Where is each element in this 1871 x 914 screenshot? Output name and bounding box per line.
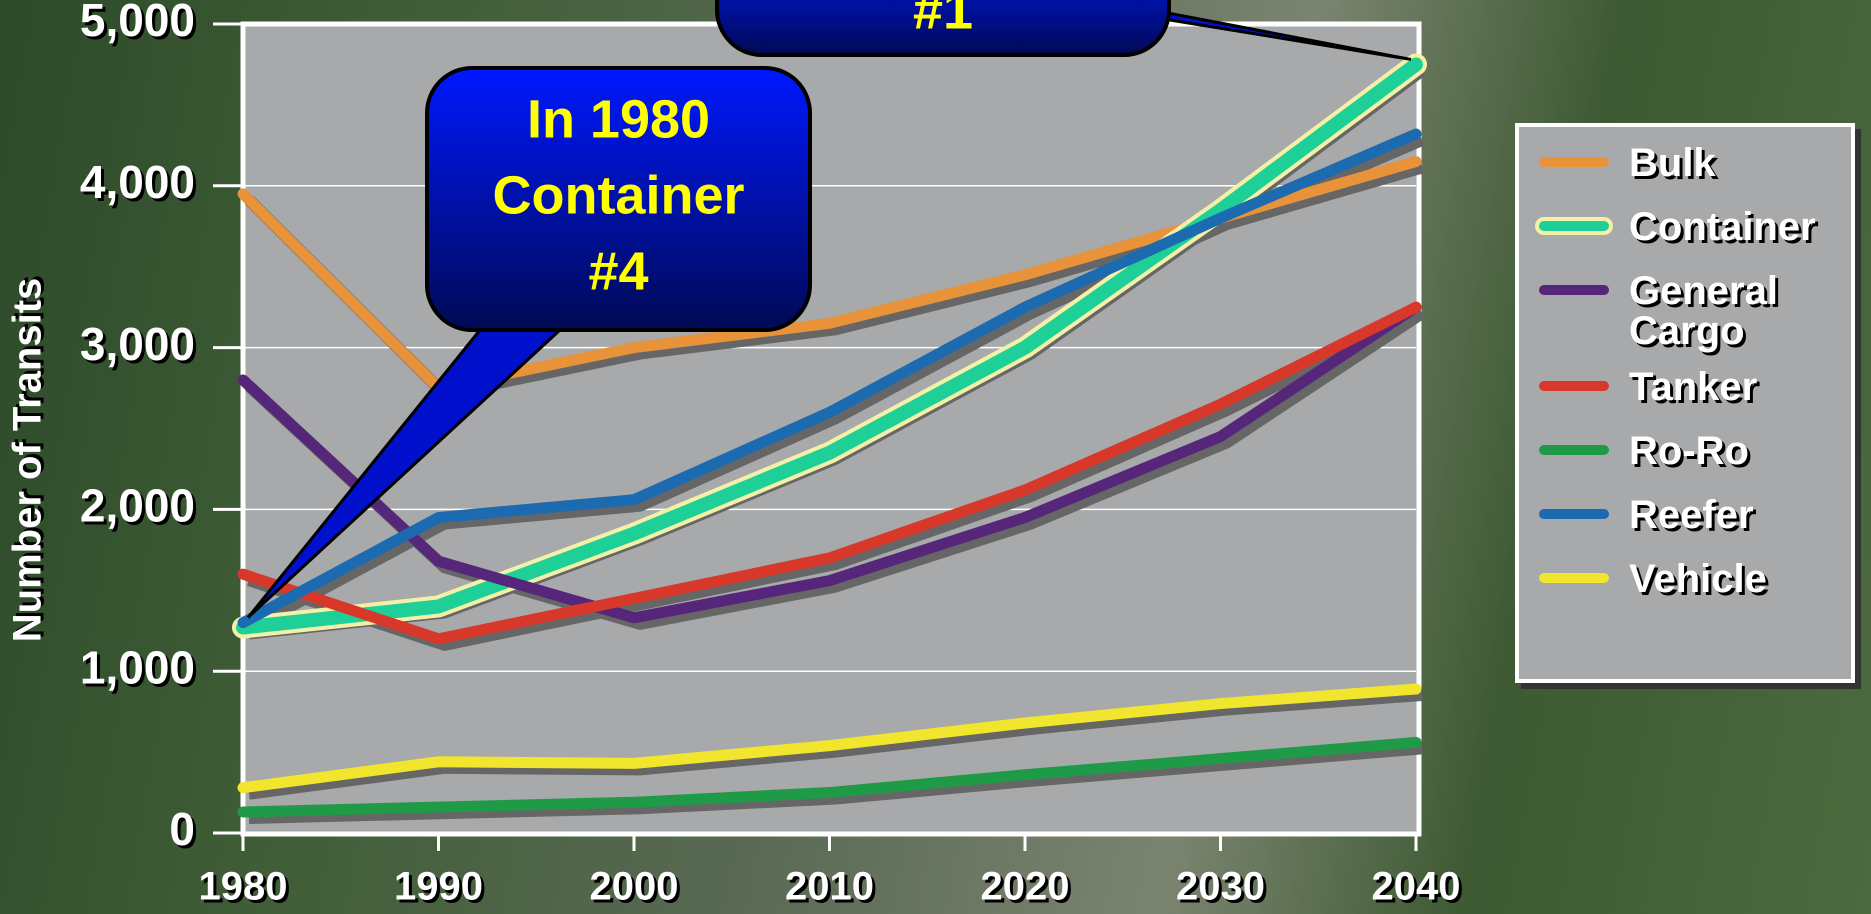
x-tick-label: 2040	[1372, 865, 1461, 909]
callout-text: #4	[588, 241, 648, 301]
y-tick-label: 1,000	[80, 641, 195, 693]
y-tick-label: 2,000	[80, 480, 195, 532]
series-line	[237, 683, 1422, 794]
callout: In 1980 Container #4	[246, 66, 812, 619]
legend-item: Bulk	[1539, 135, 1851, 191]
callout: #1	[715, 0, 1412, 61]
callout-text: #1	[913, 0, 973, 40]
legend-item: Tanker	[1539, 359, 1851, 415]
x-tick-label: 2030	[1176, 865, 1265, 909]
y-axis-label: Number of Transits	[6, 278, 50, 643]
legend-label: Container	[1629, 205, 1816, 249]
y-tick-label: 0	[169, 803, 195, 855]
y-tick-label: 5,000	[80, 0, 195, 46]
legend-swatch	[1539, 509, 1609, 519]
legend-label: Bulk	[1629, 141, 1716, 185]
legend: Bulk Container General Cargo Tanker Ro-Ro Ree…	[1515, 123, 1855, 683]
series-line	[236, 57, 1423, 635]
x-tick-label: 1980	[199, 865, 288, 909]
legend-label: Ro-Ro	[1629, 429, 1749, 473]
line-shadow	[246, 134, 1425, 634]
y-tick-label: 4,000	[80, 156, 195, 208]
series-line	[237, 128, 1422, 629]
x-tick-label: 2000	[590, 865, 679, 909]
legend-item: Reefer	[1539, 487, 1851, 543]
legend-swatch	[1539, 157, 1609, 167]
legend-swatch	[1539, 445, 1609, 455]
callout-text: In 1980	[527, 89, 710, 149]
line-shadow	[247, 307, 1425, 651]
x-tick-label: 2010	[785, 865, 874, 909]
series-line	[237, 301, 1422, 624]
series-line	[237, 301, 1422, 645]
legend-swatch	[1539, 573, 1609, 583]
legend-item: Ro-Ro	[1539, 423, 1851, 479]
legend-item: Container	[1539, 199, 1851, 255]
legend-item: Vehicle	[1539, 551, 1851, 607]
legend-swatch	[1539, 285, 1609, 295]
x-tick-label: 1990	[394, 865, 483, 909]
legend-label: Tanker	[1629, 365, 1758, 409]
y-tick-label: 3,000	[80, 318, 195, 370]
line-shadow	[248, 742, 1423, 824]
callout-box	[425, 66, 812, 332]
callout-box	[715, 0, 1171, 57]
legend-swatch	[1539, 221, 1609, 231]
legend-swatch	[1539, 381, 1609, 391]
x-tick-label: 2020	[981, 865, 1070, 909]
legend-label: Vehicle	[1629, 557, 1767, 601]
callout-text: Container	[492, 165, 744, 225]
line-shadow	[248, 689, 1423, 800]
legend-item: General Cargo	[1539, 263, 1851, 351]
legend-label: General Cargo	[1629, 269, 1778, 353]
series-line	[237, 736, 1422, 818]
legend-label: Reefer	[1629, 493, 1754, 537]
